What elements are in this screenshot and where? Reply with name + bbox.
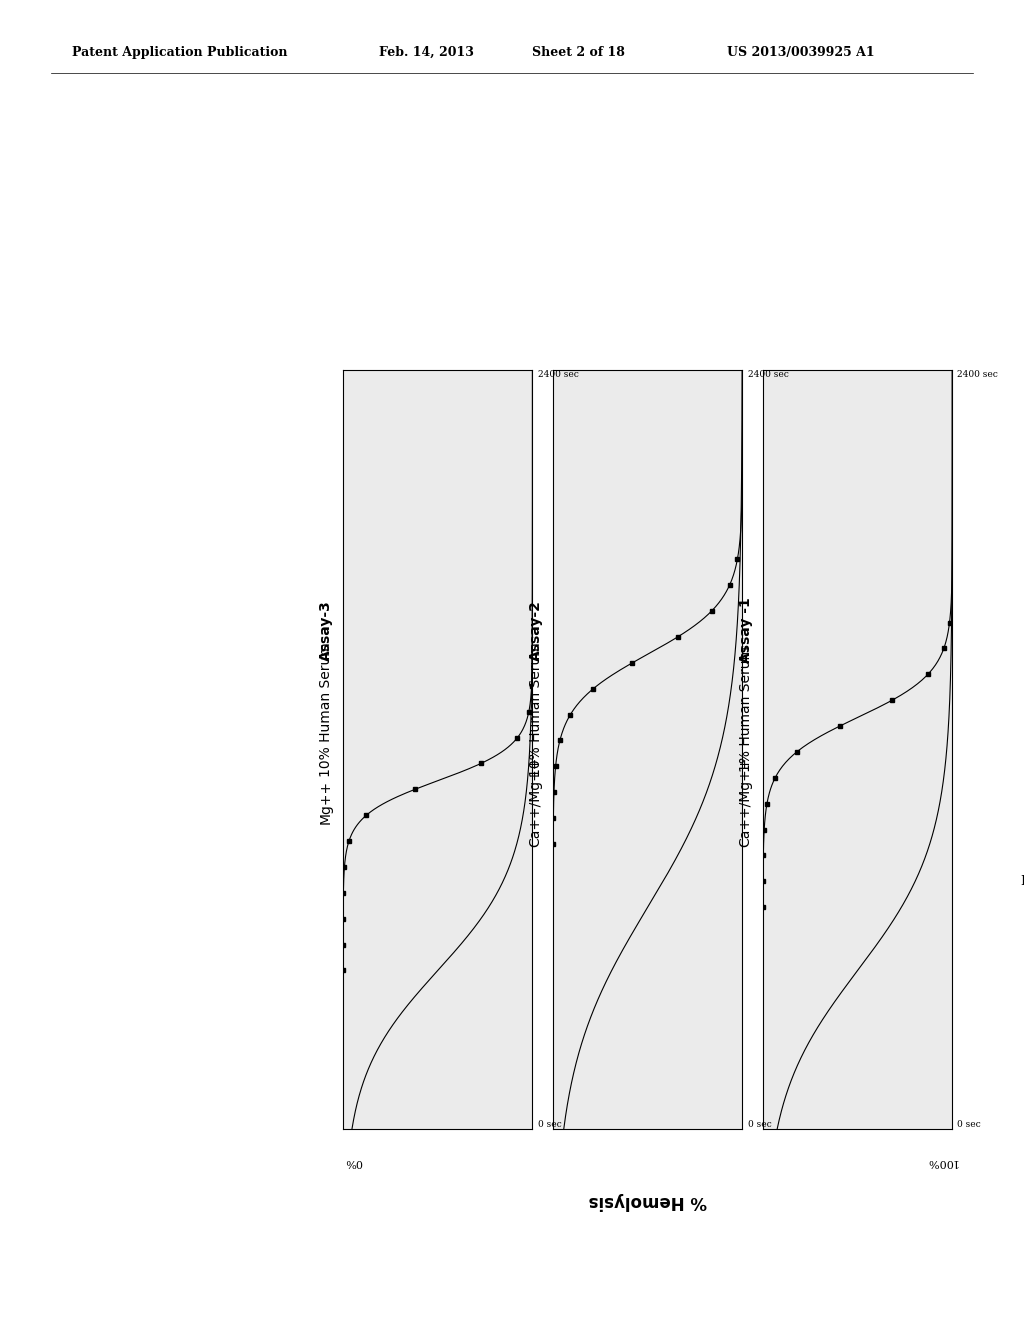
Text: Ca++/Mg++: Ca++/Mg++ — [528, 756, 543, 847]
Text: 0%: 0% — [344, 1156, 362, 1167]
Text: 0 sec: 0 sec — [538, 1119, 561, 1129]
Text: 2400 sec: 2400 sec — [957, 370, 998, 379]
Text: 100%: 100% — [926, 1156, 958, 1167]
Text: US 2013/0039925 A1: US 2013/0039925 A1 — [727, 46, 874, 59]
Text: Patent Application Publication: Patent Application Publication — [72, 46, 287, 59]
Text: 0 sec: 0 sec — [957, 1119, 981, 1129]
Text: 0 sec: 0 sec — [748, 1119, 771, 1129]
Text: Sheet 2 of 18: Sheet 2 of 18 — [532, 46, 626, 59]
Text: 10% Human Serum: 10% Human Serum — [528, 642, 543, 777]
Text: Feb. 14, 2013: Feb. 14, 2013 — [379, 46, 474, 59]
Text: 2400 sec: 2400 sec — [748, 370, 788, 379]
Text: 1% Human Serum: 1% Human Serum — [738, 647, 753, 772]
Text: % Hemolysis: % Hemolysis — [589, 1192, 707, 1210]
Text: Assay -1: Assay -1 — [738, 598, 753, 663]
Text: Mg++: Mg++ — [318, 780, 333, 824]
Text: Assay-2: Assay-2 — [528, 599, 543, 661]
Text: Ca++/Mg++: Ca++/Mg++ — [738, 756, 753, 847]
Text: Fig. 2: Fig. 2 — [1021, 875, 1024, 887]
Text: Assay-3: Assay-3 — [318, 599, 333, 661]
Text: 2400 sec: 2400 sec — [538, 370, 579, 379]
Text: 10% Human Serum: 10% Human Serum — [318, 642, 333, 777]
